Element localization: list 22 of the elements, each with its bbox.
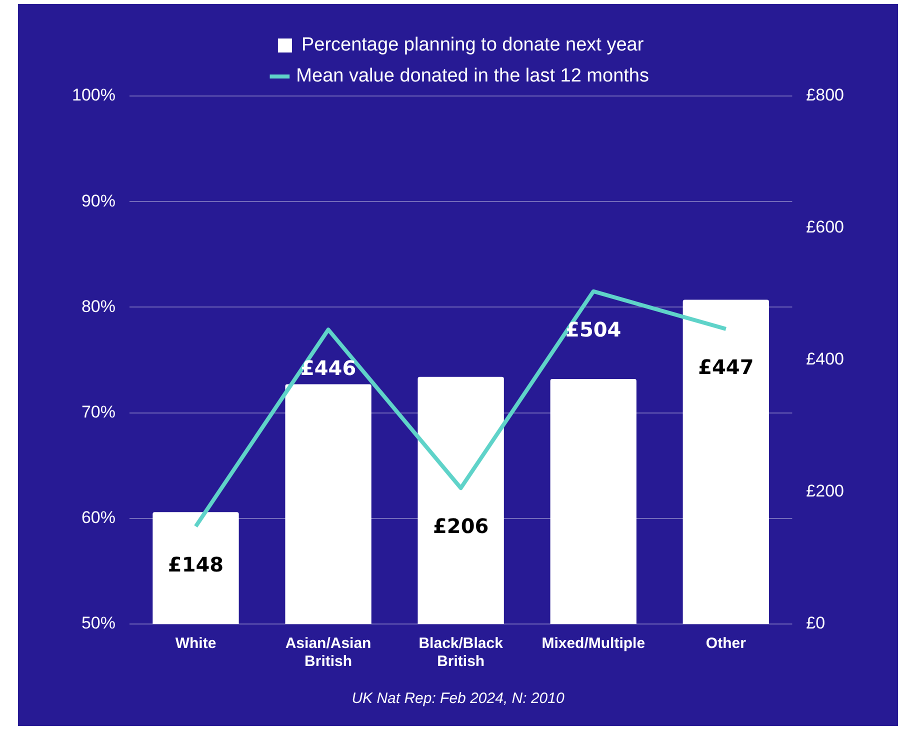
y-tick-label: 80% xyxy=(81,296,116,316)
y-tick-label: 70% xyxy=(81,402,116,422)
text: UK Nat Rep: Feb 2024, N: 2010 xyxy=(350,690,566,707)
y-tick-label: 50% xyxy=(81,614,116,633)
y2-tick-label: £400 xyxy=(806,350,844,369)
y-tick-label: 90% xyxy=(81,191,116,210)
x-tick-label: Black/Black British xyxy=(418,635,504,670)
y2-tick-label: £0 xyxy=(806,614,826,633)
data-label: £148 xyxy=(168,552,224,577)
data-label: £206 xyxy=(432,514,489,538)
y2-tick-label: £600 xyxy=(806,218,844,237)
x-tick-label: White xyxy=(175,635,216,652)
y-tick-label: 60% xyxy=(81,508,116,528)
legend-label: Percentage planning to donate next year xyxy=(301,34,644,56)
x-tick-label: Mixed/Multiple xyxy=(542,635,646,652)
x-tick-label: Asian/Asian British xyxy=(285,635,372,670)
data-label: £447 xyxy=(698,355,754,380)
y-tick-label: 100% xyxy=(72,86,116,105)
y2-tick-label: £200 xyxy=(806,482,844,501)
legend-label: Mean value donated in the last 12 months xyxy=(296,66,649,87)
y2-tick-label: £800 xyxy=(806,86,844,105)
x-tick-label: Other xyxy=(706,635,746,652)
